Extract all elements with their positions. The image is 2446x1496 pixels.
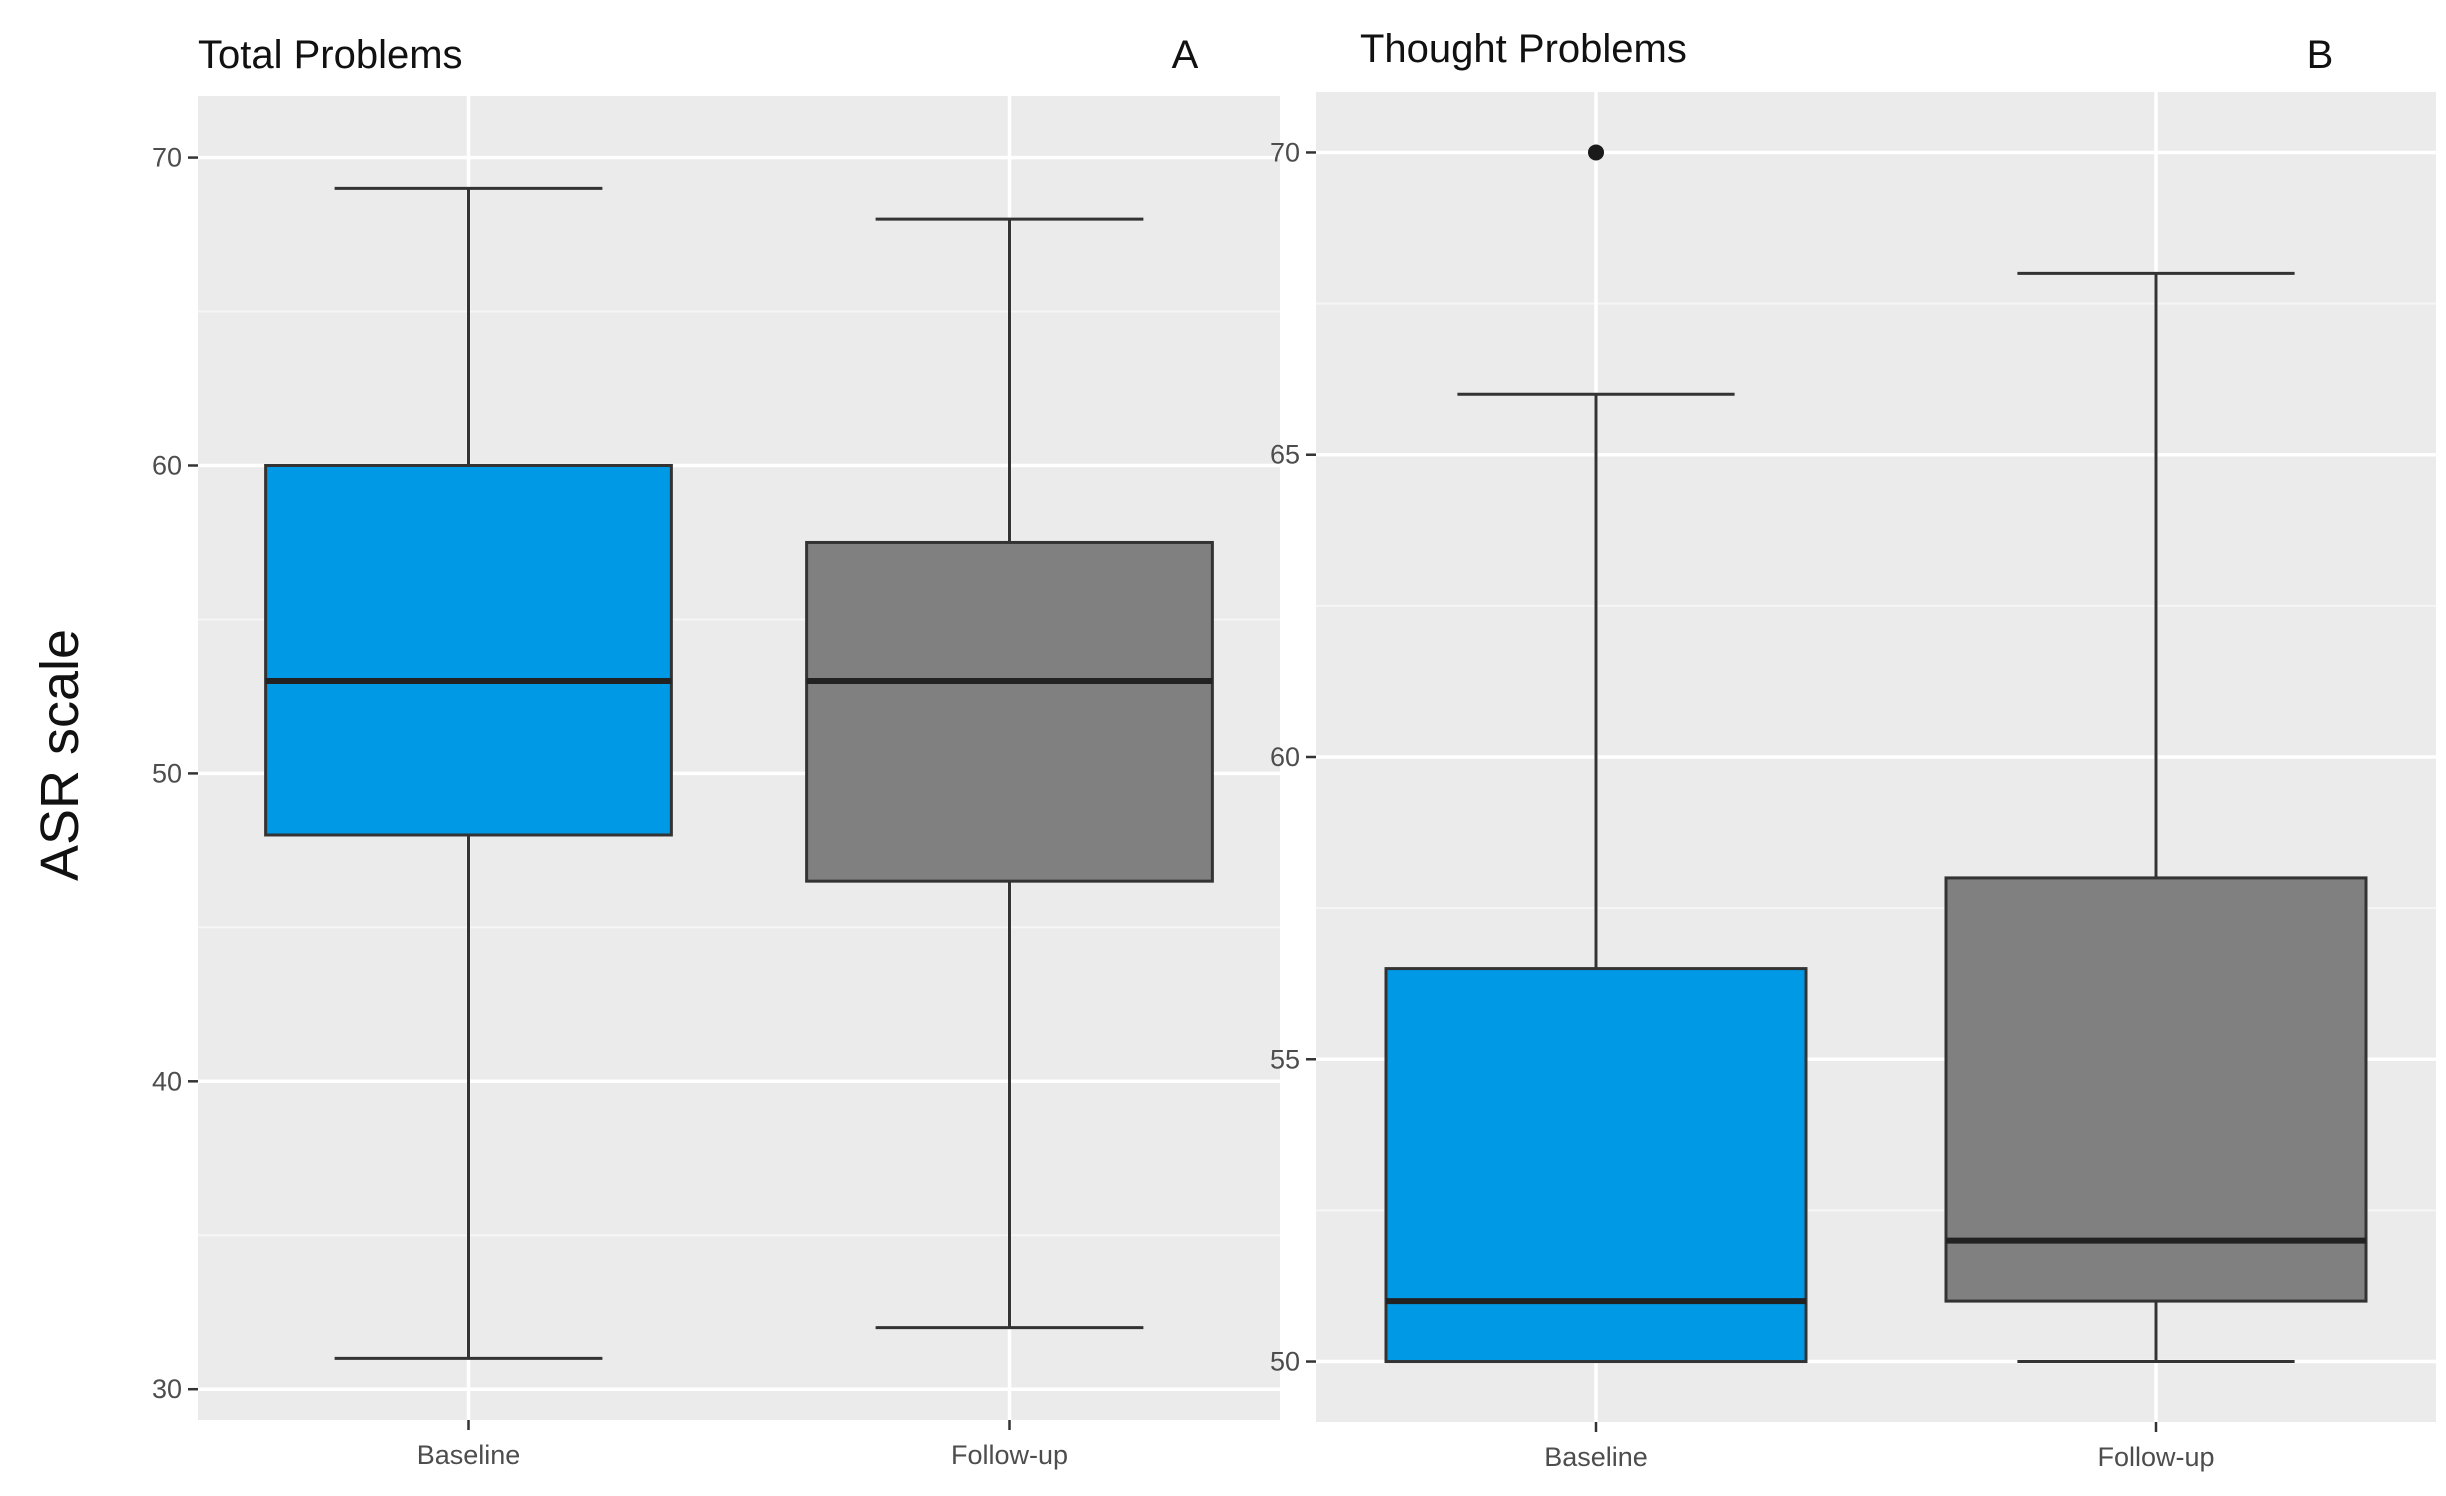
y-tick-label: 40 bbox=[152, 1066, 182, 1096]
box-baseline bbox=[1384, 144, 1808, 1364]
y-tick-label: 65 bbox=[1270, 440, 1300, 470]
panel-title: Thought Problems bbox=[1360, 27, 1687, 71]
y-axis-label: ASR scale bbox=[30, 629, 90, 881]
x-tick-label: Follow-up bbox=[2097, 1442, 2214, 1472]
y-tick-label: 30 bbox=[152, 1374, 182, 1404]
panel-total-problems: 30 40 50 60 70 Baseline Follow-up Total Proble… bbox=[152, 33, 1280, 1470]
plot-area: 30 40 50 60 70 Baseline Follow-up bbox=[152, 96, 1280, 1470]
x-tick-label: Baseline bbox=[417, 1440, 521, 1470]
outlier-point bbox=[1588, 144, 1604, 161]
box-iqr bbox=[264, 463, 673, 837]
x-tick-label: Baseline bbox=[1544, 1442, 1648, 1472]
y-tick-label: 60 bbox=[1270, 742, 1300, 772]
panel-letter: B bbox=[2307, 33, 2334, 77]
y-tick-label: 55 bbox=[1270, 1044, 1300, 1074]
x-tick-label: Follow-up bbox=[951, 1440, 1068, 1470]
y-tick-label: 60 bbox=[152, 450, 182, 480]
box-iqr bbox=[805, 540, 1214, 883]
y-tick-label: 70 bbox=[152, 143, 182, 173]
panel-title: Total Problems bbox=[198, 33, 463, 77]
box-follow-up bbox=[805, 217, 1214, 1330]
y-tick-label: 50 bbox=[152, 758, 182, 788]
y-tick-label: 50 bbox=[1270, 1347, 1300, 1377]
plot-area: 50 55 60 65 70 Baseline Follow-up bbox=[1270, 92, 2436, 1472]
box-baseline bbox=[264, 186, 673, 1360]
box-follow-up bbox=[1944, 271, 2368, 1364]
panel-letter: A bbox=[1172, 33, 1199, 77]
y-tick-label: 70 bbox=[1270, 137, 1300, 167]
box-iqr bbox=[1384, 967, 1808, 1364]
box-iqr bbox=[1944, 876, 2368, 1303]
panel-thought-problems: 50 55 60 65 70 Baseline Follow-up Thought Prob… bbox=[1270, 27, 2436, 1472]
